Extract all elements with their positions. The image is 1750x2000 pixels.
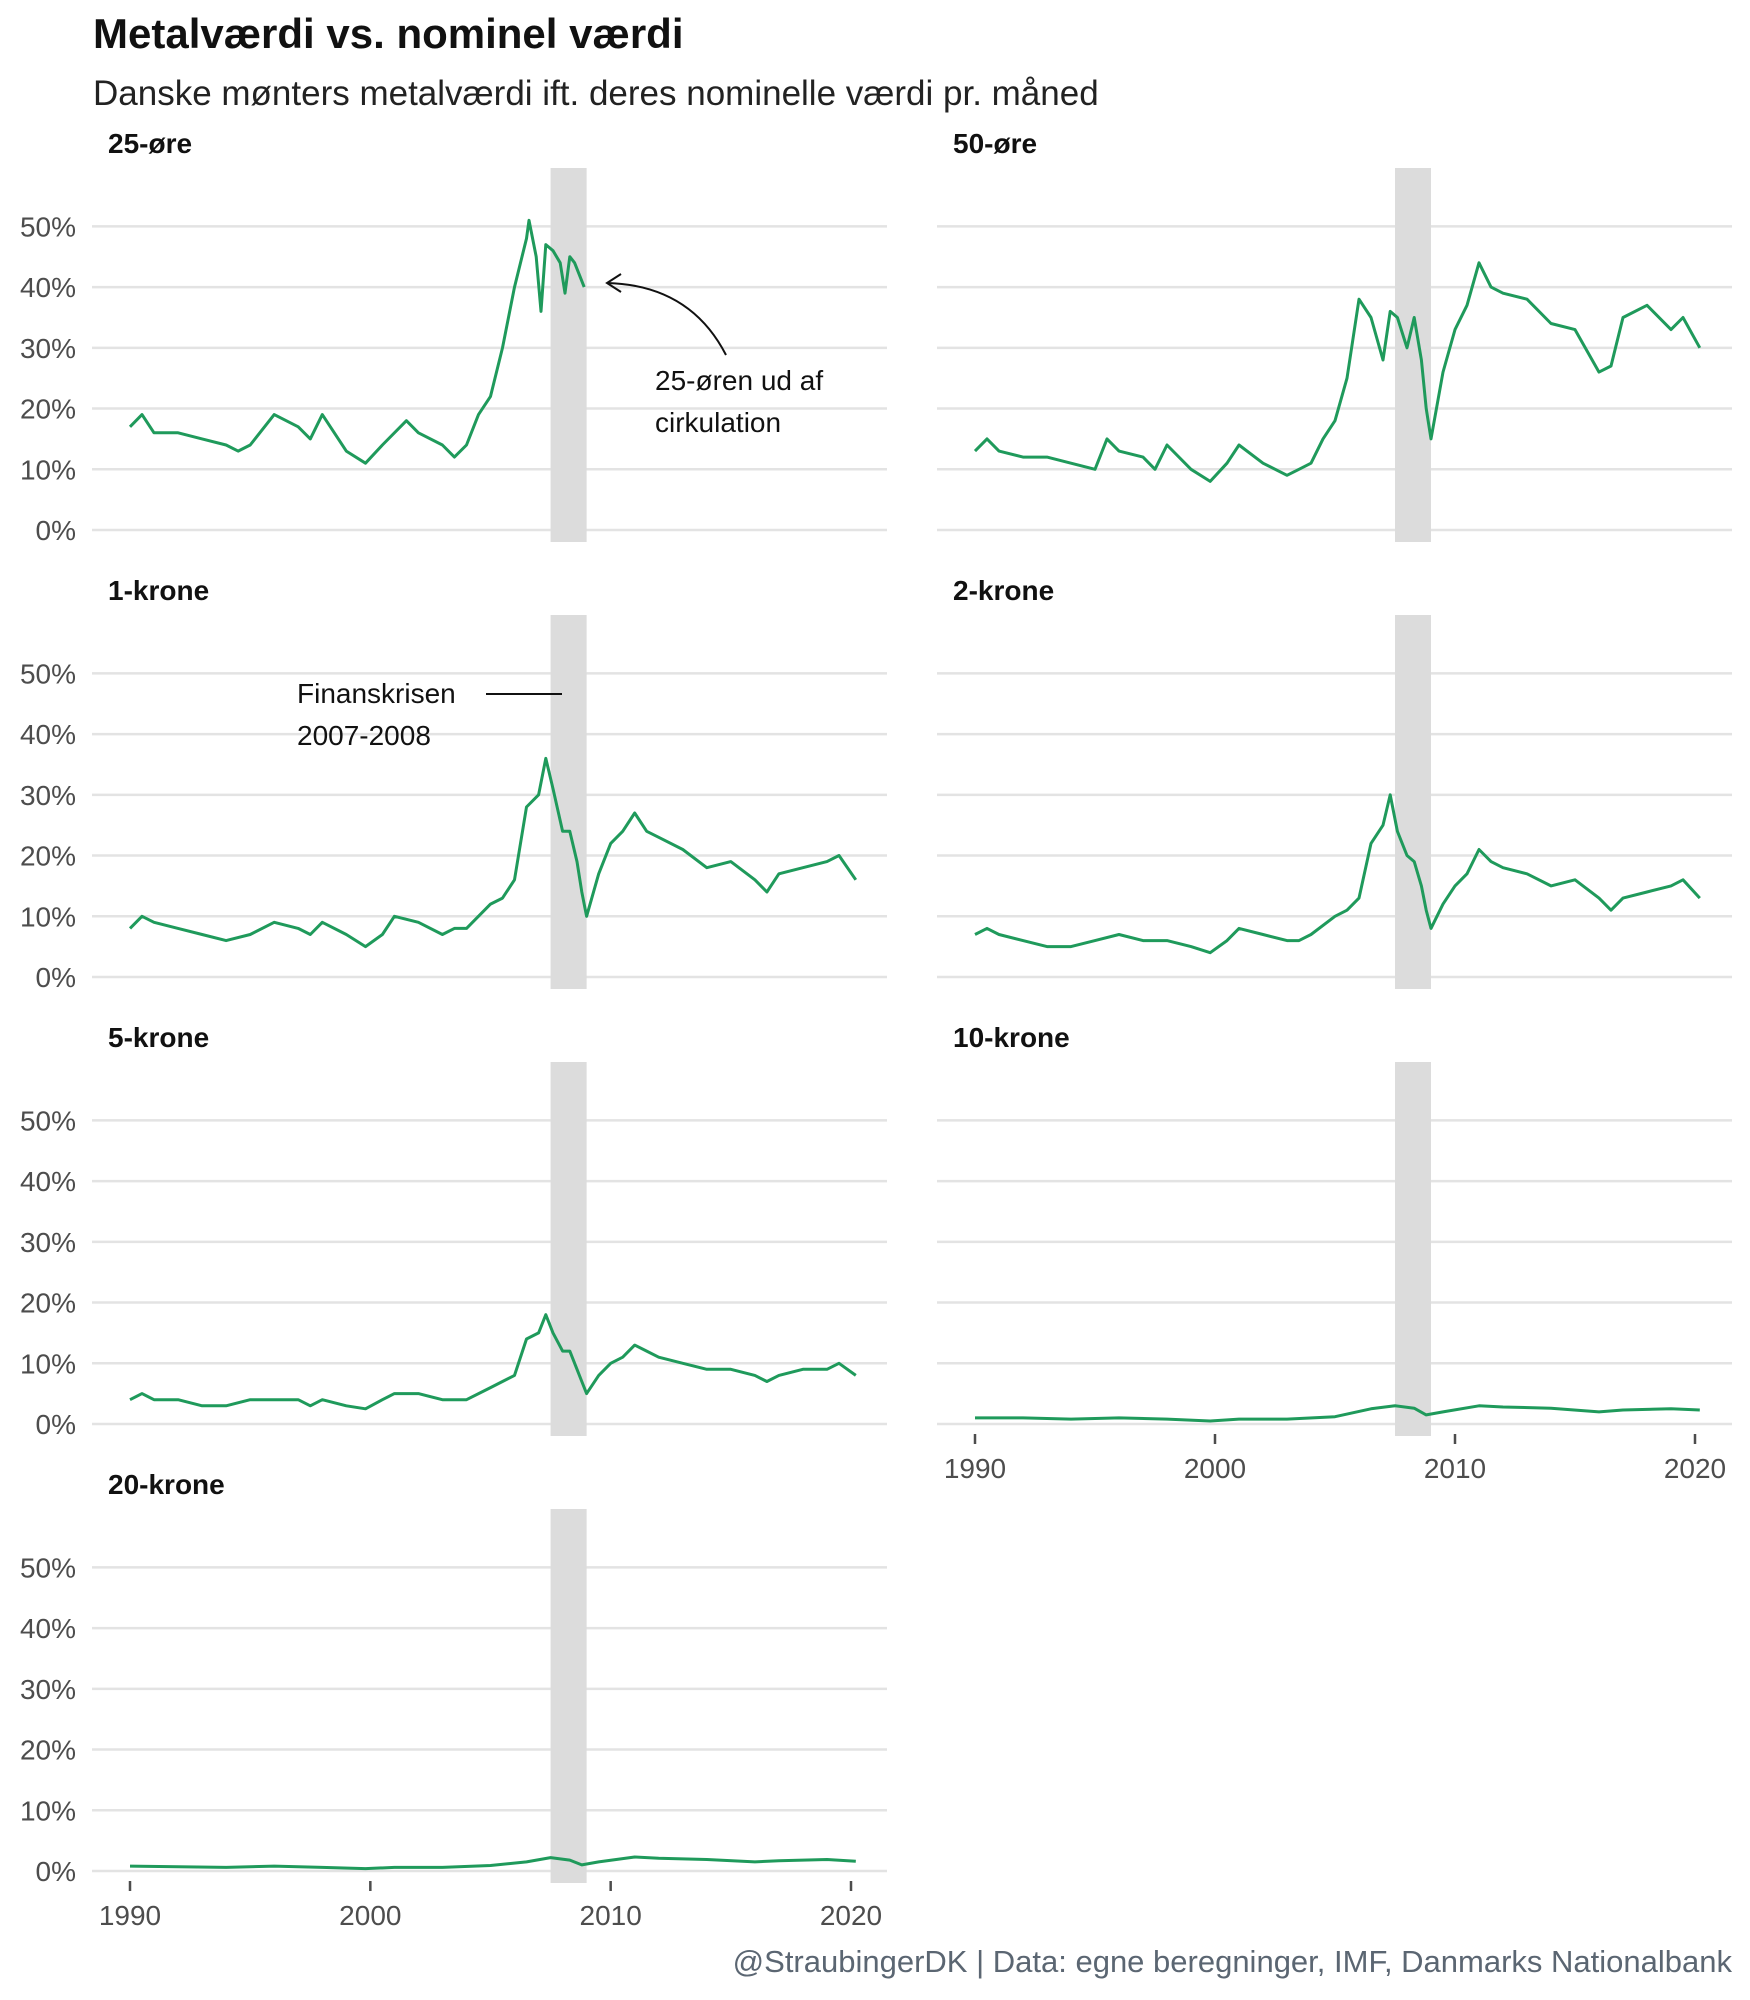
y-tick-label-20-krone-30: 30% <box>20 1674 76 1705</box>
y-tick-label-1-krone-40: 40% <box>20 719 76 750</box>
x-tick-label-10-krone-2020: 2020 <box>1664 1453 1726 1484</box>
highlight-band-10-krone <box>1395 1062 1431 1436</box>
panel-title-20-krone: 20-krone <box>108 1469 225 1500</box>
y-tick-label-1-krone-30: 30% <box>20 780 76 811</box>
highlight-band-2-krone <box>1395 615 1431 989</box>
series-line-1-krone <box>128 756 858 949</box>
panel-title-50-ore: 50-øre <box>953 128 1037 159</box>
y-tick-label-25-ore-20: 20% <box>20 394 76 425</box>
y-tick-label-5-krone-10: 10% <box>20 1348 76 1379</box>
y-tick-label-1-krone-10: 10% <box>20 901 76 932</box>
annotation-arrowhead <box>605 273 622 293</box>
x-tick-label-10-krone-2000: 2000 <box>1184 1453 1246 1484</box>
x-tick-label-10-krone-2010: 2010 <box>1424 1453 1486 1484</box>
y-tick-label-25-ore-50: 50% <box>20 211 76 242</box>
y-tick-label-1-krone-50: 50% <box>20 658 76 689</box>
series-line-5-krone <box>129 1313 857 1411</box>
y-tick-label-5-krone-50: 50% <box>20 1105 76 1136</box>
x-tick-label-20-krone-2000: 2000 <box>339 1900 401 1931</box>
highlight-band-20-krone <box>550 1509 587 1883</box>
annotation-text-line-1: 2007-2008 <box>297 720 431 751</box>
y-tick-label-20-krone-40: 40% <box>20 1613 76 1644</box>
annotation-text-line-1: cirkulation <box>655 407 781 438</box>
x-tick-label-20-krone-1990: 1990 <box>99 1900 161 1931</box>
y-tick-label-1-krone-0: 0% <box>36 962 76 993</box>
panel-title-25-ore: 25-øre <box>108 128 192 159</box>
y-tick-label-20-krone-0: 0% <box>36 1856 76 1887</box>
annotation-text-line-0: 25-øren ud af <box>655 365 823 396</box>
x-tick-label-20-krone-2020: 2020 <box>820 1900 882 1931</box>
y-tick-label-20-krone-20: 20% <box>20 1735 76 1766</box>
y-tick-label-5-krone-30: 30% <box>20 1227 76 1258</box>
y-tick-label-5-krone-20: 20% <box>20 1288 76 1319</box>
x-tick-label-20-krone-2010: 2010 <box>580 1900 642 1931</box>
series-line-50-ore <box>973 261 1702 483</box>
chart-title: Metalværdi vs. nominel værdi <box>93 10 684 57</box>
y-tick-label-20-krone-50: 50% <box>20 1552 76 1583</box>
panel-title-10-krone: 10-krone <box>953 1022 1070 1053</box>
chart-caption: @StraubingerDK | Data: egne beregninger,… <box>732 1944 1732 1979</box>
annotation-text-line-0: Finanskrisen <box>297 678 456 709</box>
series-line-20-krone <box>129 1855 856 1871</box>
y-tick-label-25-ore-30: 30% <box>20 333 76 364</box>
y-tick-label-25-ore-10: 10% <box>20 454 76 485</box>
series-line-10-krone <box>975 1404 1700 1423</box>
y-tick-label-20-krone-10: 10% <box>20 1795 76 1826</box>
panel-title-2-krone: 2-krone <box>953 575 1054 606</box>
y-tick-label-5-krone-40: 40% <box>20 1166 76 1197</box>
panel-title-1-krone: 1-krone <box>108 575 209 606</box>
series-line-25-ore <box>128 218 586 465</box>
y-tick-label-5-krone-0: 0% <box>36 1409 76 1440</box>
series-line-2-krone <box>974 793 1701 955</box>
highlight-band-25-ore <box>550 168 587 542</box>
y-tick-label-25-ore-40: 40% <box>20 272 76 303</box>
x-tick-label-10-krone-1990: 1990 <box>944 1453 1006 1484</box>
y-tick-label-25-ore-0: 0% <box>36 515 76 546</box>
highlight-band-5-krone <box>550 1062 587 1436</box>
highlight-band-50-ore <box>1395 168 1431 542</box>
y-tick-label-1-krone-20: 20% <box>20 841 76 872</box>
chart-subtitle: Danske mønters metalværdi ift. deres nom… <box>93 74 1099 113</box>
annotation-arrow <box>606 282 727 356</box>
panel-title-5-krone: 5-krone <box>108 1022 209 1053</box>
